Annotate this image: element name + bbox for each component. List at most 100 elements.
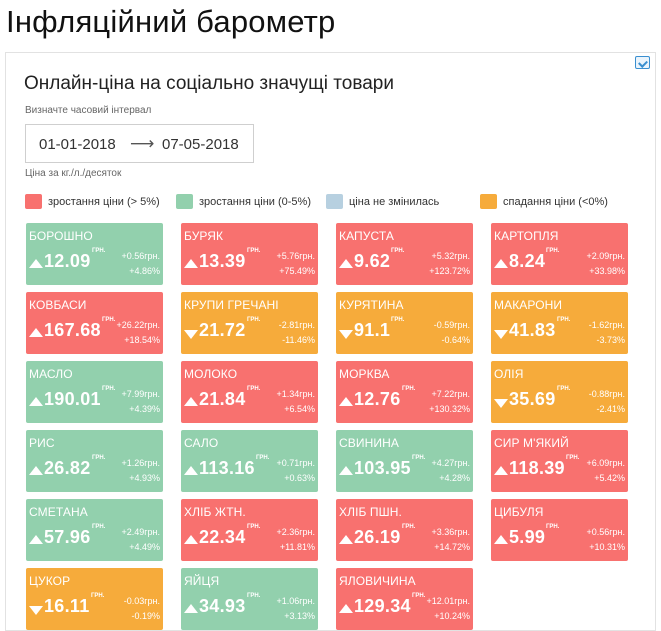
product-tile[interactable]: САЛО 113.16 ГРН. +0.71грн. +0.63%: [181, 430, 318, 492]
product-tile[interactable]: СВИНИНА 103.95 ГРН. +4.27грн. +4.28%: [336, 430, 473, 492]
price-change-abs: +7.99грн.: [121, 389, 160, 399]
product-tile[interactable]: КАПУСТА 9.62 ГРН. +5.32грн. +123.72%: [336, 223, 473, 285]
currency-unit: ГРН.: [92, 455, 106, 461]
product-price: 118.39: [509, 458, 565, 478]
price-change-abs: +5.76грн.: [276, 251, 315, 261]
date-to-input[interactable]: 07-05-2018: [162, 136, 239, 153]
product-name: КАПУСТА: [339, 229, 395, 243]
currency-unit: ГРН.: [546, 524, 560, 530]
price-change-pct: +4.49%: [129, 542, 160, 552]
product-price: 22.34: [199, 527, 246, 547]
currency-unit: ГРН.: [412, 593, 426, 599]
triangle-up-icon: [339, 466, 353, 475]
product-tile[interactable]: КОВБАСИ 167.68 ГРН. +26.22грн. +18.54%: [26, 292, 163, 354]
currency-unit: ГРН.: [557, 386, 571, 392]
price-change-pct: +4.86%: [129, 266, 160, 276]
price-change-pct: -2.41%: [596, 404, 625, 414]
product-tile[interactable]: МАКАРОНИ 41.83 ГРН. -1.62грн. -3.73%: [491, 292, 628, 354]
product-tile[interactable]: ЯЙЦЯ 34.93 ГРН. +1.06грн. +3.13%: [181, 568, 318, 630]
product-tile[interactable]: МАСЛО 190.01 ГРН. +7.99грн. +4.39%: [26, 361, 163, 423]
product-tile[interactable]: КУРЯТИНА 91.1 ГРН. -0.59грн. -0.64%: [336, 292, 473, 354]
price-change-abs: +0.71грн.: [276, 458, 315, 468]
price-change-pct: +10.31%: [589, 542, 625, 552]
product-name: ХЛІБ ЖТН.: [184, 505, 246, 519]
price-change-abs: -2.81грн.: [278, 320, 315, 330]
triangle-up-icon: [184, 604, 198, 613]
product-name: МОРКВА: [339, 367, 390, 381]
product-tile[interactable]: ЦИБУЛЯ 5.99 ГРН. +0.56грн. +10.31%: [491, 499, 628, 561]
triangle-up-icon: [339, 535, 353, 544]
product-tile[interactable]: ЯЛОВИЧИНА 129.34 ГРН. +12.01грн. +10.24%: [336, 568, 473, 630]
legend-label: зростання ціни (> 5%): [48, 195, 160, 208]
product-price: 190.01: [44, 389, 101, 409]
product-tile[interactable]: МОРКВА 12.76 ГРН. +7.22грн. +130.32%: [336, 361, 473, 423]
price-change-abs: +5.32грн.: [431, 251, 470, 261]
price-change-pct: +6.54%: [284, 404, 315, 414]
product-tile[interactable]: КРУПИ ГРЕЧАНІ 21.72 ГРН. -2.81грн. -11.46%: [181, 292, 318, 354]
currency-unit: ГРН.: [247, 524, 261, 530]
product-name: СИР М'ЯКИЙ: [494, 436, 569, 450]
product-tile[interactable]: ХЛІБ ЖТН. 22.34 ГРН. +2.36грн. +11.81%: [181, 499, 318, 561]
product-price: 8.24: [509, 251, 546, 271]
price-change-pct: +14.72%: [434, 542, 470, 552]
product-name: СВИНИНА: [339, 436, 399, 450]
price-change-abs: -0.88грн.: [588, 389, 625, 399]
code-embed-icon[interactable]: [635, 56, 650, 69]
price-change-pct: +4.39%: [129, 404, 160, 414]
currency-unit: ГРН.: [91, 593, 105, 599]
product-tile[interactable]: ОЛІЯ 35.69 ГРН. -0.88грн. -2.41%: [491, 361, 628, 423]
product-price: 21.84: [199, 389, 246, 409]
arrow-right-icon: ⟶: [130, 134, 155, 153]
price-change-pct: +3.13%: [284, 611, 315, 621]
legend-label: ціна не змінилась: [349, 195, 440, 208]
product-tile[interactable]: БУРЯК 13.39 ГРН. +5.76грн. +75.49%: [181, 223, 318, 285]
product-tile[interactable]: БОРОШНО 12.09 ГРН. +0.56грн. +4.86%: [26, 223, 163, 285]
product-name: МОЛОКО: [184, 367, 238, 381]
legend-swatch: [326, 194, 343, 209]
triangle-down-icon: [494, 330, 508, 339]
price-change-pct: +10.24%: [434, 611, 470, 621]
product-price: 57.96: [44, 527, 91, 547]
product-tile[interactable]: ЦУКОР 16.11 ГРН. -0.03грн. -0.19%: [26, 568, 163, 630]
product-tile[interactable]: КАРТОПЛЯ 8.24 ГРН. +2.09грн. +33.98%: [491, 223, 628, 285]
price-change-abs: +0.56грн.: [586, 527, 625, 537]
product-name: ЯЙЦЯ: [184, 574, 220, 588]
triangle-up-icon: [184, 466, 198, 475]
product-name: РИС: [29, 436, 55, 450]
price-change-abs: +1.26грн.: [121, 458, 160, 468]
triangle-down-icon: [494, 399, 508, 408]
triangle-down-icon: [29, 606, 43, 615]
product-price: 5.99: [509, 527, 546, 547]
triangle-up-icon: [494, 466, 508, 475]
triangle-up-icon: [184, 535, 198, 544]
currency-unit: ГРН.: [92, 248, 106, 254]
price-change-pct: +130.32%: [429, 404, 470, 414]
price-change-pct: +5.42%: [594, 473, 625, 483]
product-tile[interactable]: РИС 26.82 ГРН. +1.26грн. +4.93%: [26, 430, 163, 492]
price-change-abs: +1.34грн.: [276, 389, 315, 399]
price-change-pct: +18.54%: [124, 335, 160, 345]
legend-swatch: [25, 194, 42, 209]
product-name: МАСЛО: [29, 367, 73, 381]
product-price: 21.72: [199, 320, 246, 340]
date-from-input[interactable]: 01-01-2018: [39, 136, 116, 153]
legend-swatch: [176, 194, 193, 209]
legend-swatch: [480, 194, 497, 209]
price-change-pct: +4.28%: [439, 473, 470, 483]
product-name: ЦУКОР: [29, 574, 71, 588]
product-tile[interactable]: МОЛОКО 21.84 ГРН. +1.34грн. +6.54%: [181, 361, 318, 423]
product-tile[interactable]: СМЕТАНА 57.96 ГРН. +2.49грн. +4.49%: [26, 499, 163, 561]
product-tile[interactable]: СИР М'ЯКИЙ 118.39 ГРН. +6.09грн. +5.42%: [491, 430, 628, 492]
product-name: СМЕТАНА: [29, 505, 88, 519]
widget-title: Онлайн-ціна на соціально значущі товари: [24, 73, 394, 94]
triangle-up-icon: [29, 328, 43, 337]
triangle-down-icon: [339, 330, 353, 339]
date-range-picker[interactable]: 01-01-2018 ⟶ 07-05-2018: [25, 124, 254, 163]
currency-unit: ГРН.: [391, 317, 405, 323]
interval-label: Визначте часовий інтервал: [25, 105, 152, 116]
product-price: 12.09: [44, 251, 91, 271]
price-change-abs: +0.56грн.: [121, 251, 160, 261]
price-change-abs: -0.03грн.: [123, 596, 160, 606]
triangle-up-icon: [339, 259, 353, 268]
product-tile[interactable]: ХЛІБ ПШН. 26.19 ГРН. +3.36грн. +14.72%: [336, 499, 473, 561]
